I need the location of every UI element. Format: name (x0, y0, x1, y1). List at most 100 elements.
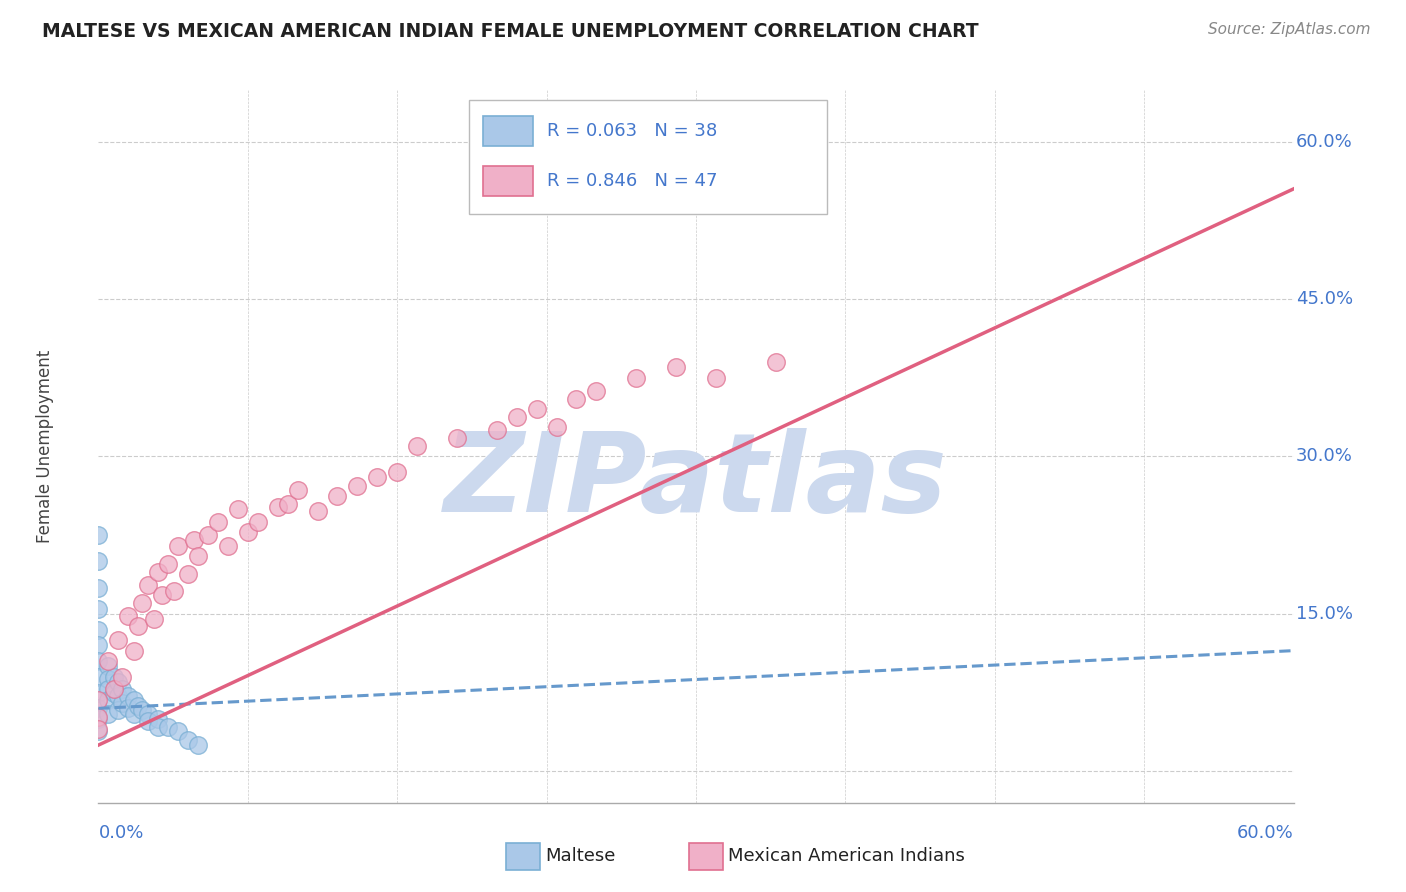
Point (103, 685, 125, 699)
Point (148, 712, 170, 726)
Point (97, 672, 120, 686)
Point (117, 689, 139, 703)
Point (87, 670, 110, 684)
Point (87, 623, 110, 637)
Point (87, 712, 110, 726)
Point (87, 581, 110, 595)
Point (124, 706, 146, 721)
Point (150, 588, 173, 602)
Text: 60.0%: 60.0% (1296, 133, 1353, 151)
Point (704, 371, 727, 385)
Point (148, 565, 170, 579)
Text: 30.0%: 30.0% (1296, 448, 1353, 466)
Point (624, 371, 647, 385)
Text: 60.0%: 60.0% (1237, 824, 1294, 842)
Point (87, 723, 110, 737)
Text: Maltese: Maltese (546, 847, 616, 865)
Point (131, 703, 153, 717)
Point (197, 528, 219, 542)
Point (107, 689, 129, 703)
Text: 45.0%: 45.0% (1296, 290, 1353, 308)
Point (87, 601, 110, 615)
Point (207, 515, 229, 529)
Text: ZIPatlas: ZIPatlas (444, 428, 948, 535)
Point (163, 583, 186, 598)
Point (136, 714, 159, 728)
Point (177, 567, 200, 582)
Point (177, 732, 200, 747)
Point (665, 360, 688, 375)
Point (346, 479, 368, 493)
Point (217, 539, 239, 553)
Text: Source: ZipAtlas.com: Source: ZipAtlas.com (1208, 22, 1371, 37)
Point (87, 685, 110, 699)
Point (546, 420, 568, 434)
Point (385, 465, 409, 479)
FancyBboxPatch shape (470, 100, 827, 214)
Text: 15.0%: 15.0% (1296, 605, 1353, 623)
Point (246, 515, 269, 529)
Point (157, 557, 180, 571)
Point (585, 384, 607, 399)
Point (111, 682, 134, 697)
Point (87, 693, 110, 707)
Point (267, 500, 290, 514)
Point (183, 533, 205, 548)
Point (97, 693, 120, 707)
Point (127, 619, 149, 633)
Point (326, 489, 349, 503)
Text: R = 0.063   N = 38: R = 0.063 N = 38 (547, 122, 717, 140)
Point (565, 392, 588, 406)
Point (406, 439, 429, 453)
Point (107, 675, 129, 690)
Point (117, 701, 139, 715)
Point (131, 596, 153, 610)
Point (107, 703, 129, 717)
Point (97, 659, 120, 673)
Point (97, 682, 120, 697)
Point (127, 699, 149, 714)
Point (226, 502, 249, 516)
Point (87, 654, 110, 668)
Point (111, 696, 134, 710)
Point (187, 549, 209, 564)
Point (103, 682, 125, 697)
Point (117, 609, 139, 624)
Point (526, 402, 548, 417)
Text: R = 0.846   N = 47: R = 0.846 N = 47 (547, 172, 717, 190)
Point (277, 497, 299, 511)
Point (366, 470, 388, 484)
Point (103, 670, 125, 684)
Point (236, 524, 259, 539)
Point (124, 643, 146, 657)
Point (87, 639, 110, 653)
Point (107, 633, 129, 648)
Point (97, 706, 120, 721)
Point (446, 431, 468, 445)
Point (111, 670, 134, 684)
Point (167, 539, 190, 553)
Point (167, 724, 190, 739)
Point (136, 577, 159, 591)
Point (97, 654, 120, 668)
Point (143, 612, 166, 626)
Bar (484, 166, 533, 196)
Point (287, 483, 309, 497)
Point (506, 409, 529, 424)
Text: MALTESE VS MEXICAN AMERICAN INDIAN FEMALE UNEMPLOYMENT CORRELATION CHART: MALTESE VS MEXICAN AMERICAN INDIAN FEMAL… (42, 22, 979, 41)
Point (87, 710, 110, 724)
Text: 0.0%: 0.0% (98, 824, 143, 842)
Point (148, 720, 170, 734)
Point (87, 554, 110, 568)
Text: Female Unemployment: Female Unemployment (35, 350, 53, 542)
Point (187, 738, 209, 752)
Point (136, 706, 159, 721)
Point (87, 701, 110, 715)
Point (157, 720, 180, 734)
Point (485, 423, 508, 437)
Point (124, 693, 146, 707)
Point (307, 504, 329, 518)
Point (87, 528, 110, 542)
Point (87, 724, 110, 739)
Bar (484, 116, 533, 146)
